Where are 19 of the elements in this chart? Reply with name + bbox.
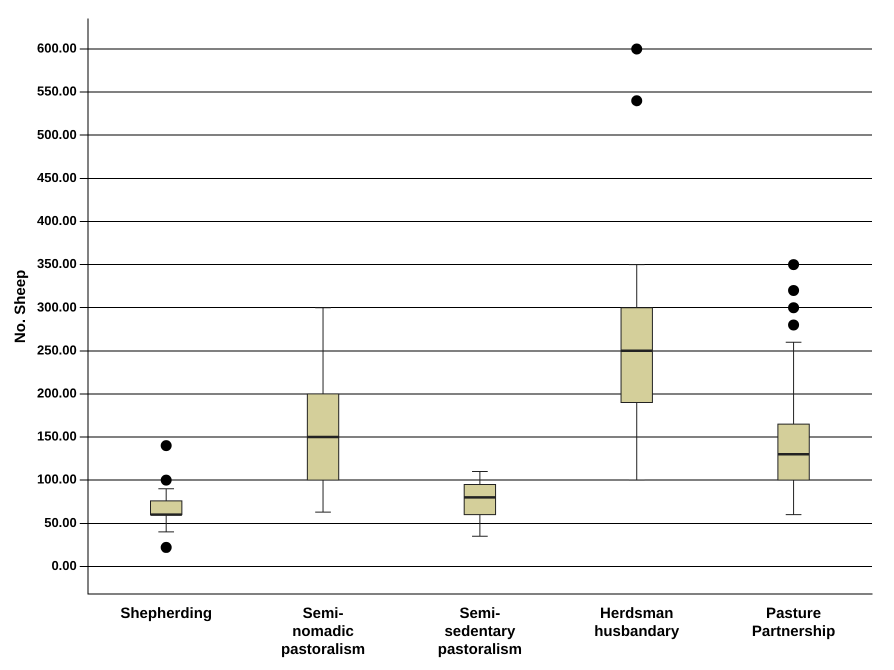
y-tick-label: 100.00 [36, 472, 77, 487]
y-tick-label: 250.00 [36, 342, 77, 358]
x-tick-label: Semi-nomadic pastoralism [280, 605, 366, 658]
y-tick-label: 0.00 [51, 558, 77, 573]
y-tick-label: 600.00 [36, 40, 77, 56]
y-tick-label: 150.00 [36, 428, 77, 444]
x-tick-label: Semi-sedentary pastoralism [438, 605, 522, 658]
y-tick-label: 350.00 [36, 256, 77, 272]
y-tick-label: 450.00 [36, 170, 77, 185]
y-tick-label: 200.00 [36, 386, 77, 401]
x-tick-label: Herdsman husbandary [594, 605, 680, 640]
y-tick-label: 50.00 [44, 514, 77, 530]
x-tick-label: Shepherding [120, 605, 212, 622]
x-tick-label: Pasture Partnership [752, 605, 836, 640]
y-tick-label: 550.00 [36, 84, 77, 99]
y-axis-title: No. Sheep [12, 270, 30, 344]
y-tick-label: 400.00 [36, 213, 77, 228]
y-tick-label: 300.00 [36, 299, 77, 314]
y-tick-label: 500.00 [36, 126, 77, 142]
